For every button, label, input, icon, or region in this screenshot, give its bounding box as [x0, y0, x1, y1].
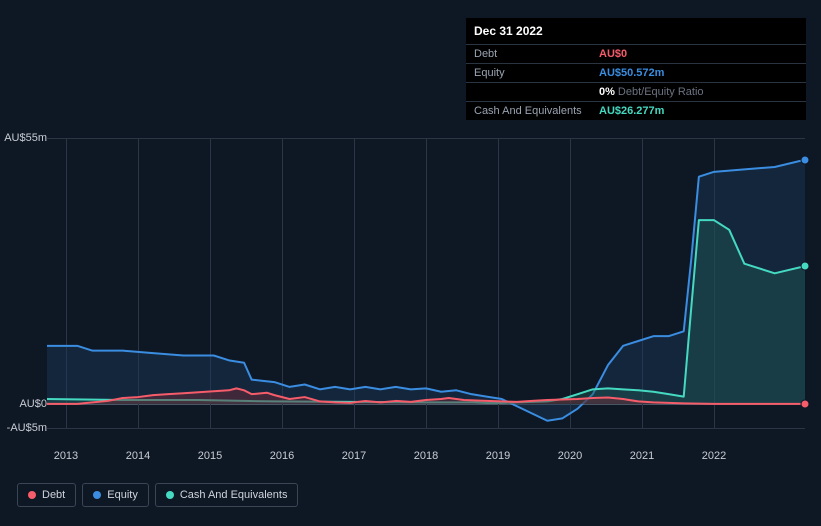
x-axis-label: 2017 — [342, 450, 366, 462]
legend-item[interactable]: Equity — [82, 483, 149, 507]
legend-label: Equity — [107, 489, 138, 501]
tooltip-row: EquityAU$50.572m — [466, 63, 806, 82]
series-end-dot — [801, 399, 810, 408]
x-axis-label: 2014 — [126, 450, 150, 462]
chart-tooltip: Dec 31 2022 DebtAU$0EquityAU$50.572m0%De… — [466, 18, 806, 120]
x-axis-label: 2013 — [54, 450, 78, 462]
y-axis-label: AU$0 — [19, 398, 47, 410]
gridline-horizontal — [47, 428, 805, 429]
legend-dot-icon — [166, 491, 174, 499]
tooltip-value: AU$26.277m — [599, 105, 664, 117]
tooltip-label: Debt — [474, 48, 599, 60]
y-axis-label: -AU$5m — [7, 422, 47, 434]
legend-label: Cash And Equivalents — [180, 489, 288, 501]
series-end-dot — [801, 155, 810, 164]
x-axis-label: 2022 — [702, 450, 726, 462]
tooltip-date: Dec 31 2022 — [466, 18, 806, 44]
chart-plot[interactable] — [47, 138, 805, 428]
tooltip-value: 0%Debt/Equity Ratio — [599, 86, 704, 98]
legend-item[interactable]: Debt — [17, 483, 76, 507]
x-axis-label: 2018 — [414, 450, 438, 462]
x-axis-labels: 2013 2014 2015 2016 2017 2018 2019 2020 2021 2022 — [47, 450, 805, 466]
chart-legend: Debt Equity Cash And Equivalents — [17, 483, 298, 507]
tooltip-label: Equity — [474, 67, 599, 79]
x-axis-label: 2020 — [558, 450, 582, 462]
chart-area: AU$55mAU$0-AU$5m — [17, 123, 805, 443]
legend-label: Debt — [42, 489, 65, 501]
tooltip-value: AU$50.572m — [599, 67, 664, 79]
tooltip-label: Cash And Equivalents — [474, 105, 599, 117]
tooltip-row: DebtAU$0 — [466, 44, 806, 63]
legend-dot-icon — [28, 491, 36, 499]
tooltip-label — [474, 86, 599, 98]
legend-item[interactable]: Cash And Equivalents — [155, 483, 299, 507]
y-axis-label: AU$55m — [4, 132, 47, 144]
tooltip-row: Cash And EquivalentsAU$26.277m — [466, 101, 806, 120]
x-axis-label: 2015 — [198, 450, 222, 462]
tooltip-row: 0%Debt/Equity Ratio — [466, 82, 806, 101]
series-end-dot — [801, 262, 810, 271]
x-axis-label: 2021 — [630, 450, 654, 462]
legend-dot-icon — [93, 491, 101, 499]
x-axis-label: 2016 — [270, 450, 294, 462]
tooltip-value: AU$0 — [599, 48, 627, 60]
x-axis-label: 2019 — [486, 450, 510, 462]
